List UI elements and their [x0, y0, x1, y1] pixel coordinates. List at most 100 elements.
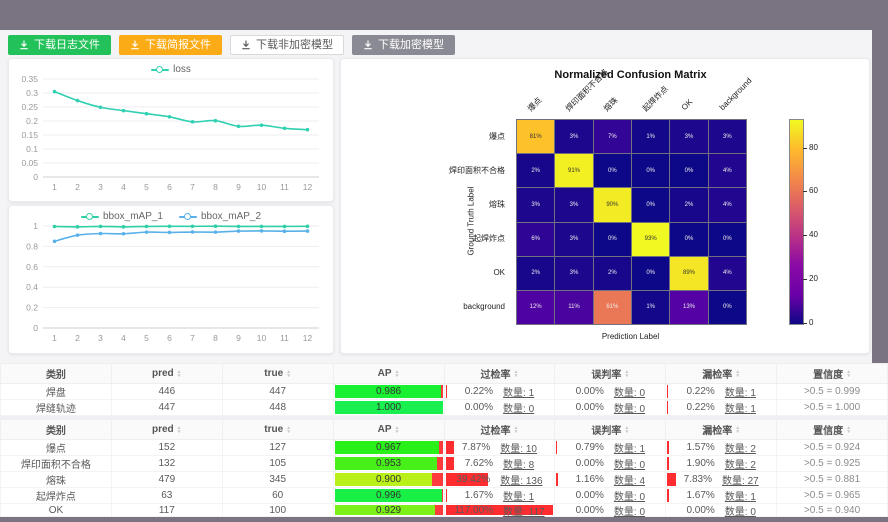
cell-misjudge-rate: 0.00% 数量: 0	[554, 399, 667, 416]
ap-value: 0.900	[376, 474, 402, 485]
sort-icon[interactable]: ▲ ▼	[176, 424, 182, 435]
download-unencrypted-model-button[interactable]: 下载非加密模型	[230, 35, 344, 55]
col-header-true[interactable]: true ▲ ▼	[221, 419, 334, 440]
legend-marker-icon	[80, 212, 99, 221]
confidence-value: >0.5 = 0.925	[803, 458, 861, 469]
sort-icon[interactable]: ▲ ▼	[846, 424, 852, 435]
count-link[interactable]: 数量: 27	[722, 476, 759, 487]
count-link[interactable]: 数量: 1	[613, 444, 646, 455]
data-point	[167, 230, 172, 235]
col-header-过检率[interactable]: 过检率 ▲ ▼	[443, 419, 556, 440]
cell-class: 熔珠	[0, 471, 112, 488]
x-tick-label: 2	[75, 333, 80, 343]
count-link[interactable]: 数量: 1	[503, 388, 535, 399]
count-link[interactable]: 数量: 2	[724, 460, 756, 471]
count-link[interactable]: 数量: 0	[613, 506, 646, 518]
count-link[interactable]: 数量: 0	[613, 404, 646, 415]
count-link[interactable]: 数量: 1	[724, 492, 756, 503]
x-tick-label: 12	[303, 182, 313, 192]
cell-class: 起焊炸点	[0, 487, 112, 504]
col-header-AP[interactable]: AP ▲ ▼	[332, 363, 445, 384]
over-detect-rate-bar	[445, 505, 554, 515]
data-point	[305, 127, 310, 132]
heatmap-grid: 81% 3% 7% 1% 3% 3% 2% 91% 0% 0% 0% 4% 3% 3% 90% 0% 2% 4% 6…	[516, 119, 747, 325]
col-header-置信度[interactable]: 置信度 ▲ ▼	[776, 363, 888, 384]
data-point	[282, 126, 287, 131]
colorbar	[789, 119, 804, 325]
col-header-过检率[interactable]: 过检率 ▲ ▼	[443, 363, 556, 384]
count-link[interactable]: 数量: 1	[724, 388, 756, 399]
colorbar-tick	[803, 191, 807, 193]
data-point	[259, 229, 264, 233]
download-icon	[20, 40, 28, 50]
count-link[interactable]: 数量: 0	[613, 460, 646, 471]
row-label: 熔珠	[489, 199, 505, 209]
button-label: 下载简报文件	[145, 39, 211, 51]
count-link[interactable]: 数量: 0	[724, 506, 756, 518]
rate-value: 0.00%	[575, 458, 604, 469]
sort-icon[interactable]: ▲ ▼	[624, 424, 630, 435]
count-link[interactable]: 数量: 0	[503, 404, 535, 415]
col-header-误判率[interactable]: 误判率 ▲ ▼	[554, 419, 667, 440]
sort-icon[interactable]: ▲ ▼	[176, 368, 182, 379]
count-link[interactable]: 数量: 4	[613, 476, 646, 487]
rate-value: 0.00%	[575, 490, 604, 501]
ap-value: 0.986	[376, 386, 402, 397]
cell-true: 60	[221, 487, 334, 504]
count-link[interactable]: 数量: 117	[503, 506, 545, 518]
column-label: OK	[679, 97, 694, 112]
count-link[interactable]: 数量: 10	[500, 444, 537, 455]
count-link[interactable]: 数量: 1	[724, 404, 756, 415]
col-header-置信度[interactable]: 置信度 ▲ ▼	[776, 419, 888, 440]
y-tick-label: 0.2	[26, 303, 38, 313]
col-header-pred[interactable]: pred ▲ ▼	[110, 419, 223, 440]
x-tick-label: 11	[280, 333, 289, 343]
rate-value: 7.62%	[464, 458, 494, 469]
sort-icon[interactable]: ▲ ▼	[846, 368, 852, 379]
download-encrypted-model-button[interactable]: 下载加密模型	[352, 35, 455, 55]
download-log-button[interactable]: 下载日志文件	[8, 35, 111, 55]
sort-icon[interactable]: ▲ ▼	[286, 424, 292, 435]
count-link[interactable]: 数量: 136	[500, 476, 543, 487]
legend-item-bbox_mAP_2[interactable]: bbox_mAP_2	[179, 211, 261, 222]
sort-icon[interactable]: ▲ ▼	[513, 424, 519, 435]
data-point	[144, 224, 149, 229]
col-header-true[interactable]: true ▲ ▼	[221, 363, 334, 384]
col-header-pred[interactable]: pred ▲ ▼	[110, 363, 223, 384]
y-tick-label: 0.25	[21, 102, 38, 112]
col-header-漏检率[interactable]: 漏检率 ▲ ▼	[665, 419, 778, 440]
y-tick-label: 0.1	[26, 144, 38, 154]
count-link[interactable]: 数量: 1	[503, 492, 535, 503]
cell-misjudge-rate: 0.00% 数量: 0	[554, 503, 667, 518]
sort-icon[interactable]: ▲ ▼	[624, 368, 630, 379]
data-point	[52, 224, 57, 229]
col-header-误判率[interactable]: 误判率 ▲ ▼	[554, 363, 667, 384]
row-label: 焊印面积不合格	[449, 165, 505, 175]
col-header-漏检率[interactable]: 漏检率 ▲ ▼	[665, 363, 778, 384]
cell-ap: 0.929	[332, 503, 445, 517]
count-link[interactable]: 数量: 0	[613, 492, 646, 503]
count-link[interactable]: 数量: 2	[724, 444, 756, 455]
heatmap-cell: 3%	[517, 188, 555, 222]
sort-icon[interactable]: ▲ ▼	[513, 368, 519, 379]
row-label: background	[463, 301, 505, 311]
count-link[interactable]: 数量: 8	[503, 460, 535, 471]
sort-icon[interactable]: ▲ ▼	[394, 368, 400, 379]
legend-item-bbox_mAP_1[interactable]: bbox_mAP_1	[80, 211, 163, 222]
cell-confidence: >0.5 = 0.940	[776, 503, 888, 517]
heatmap-cell: 0%	[708, 222, 746, 256]
sort-icon[interactable]: ▲ ▼	[286, 368, 292, 379]
col-header-AP[interactable]: AP ▲ ▼	[332, 419, 445, 440]
y-tick-label: 0.4	[26, 282, 38, 292]
ap-value: 0.967	[376, 442, 402, 453]
cell-ap: 1.000	[332, 399, 445, 416]
legend-item-loss[interactable]: loss	[151, 64, 191, 75]
sort-icon[interactable]: ▲ ▼	[735, 368, 741, 379]
count-link[interactable]: 数量: 0	[613, 388, 646, 399]
sort-icon[interactable]: ▲ ▼	[394, 424, 400, 435]
cell-ap: 0.996	[332, 487, 445, 504]
cell-ap: 0.986	[332, 383, 445, 400]
download-report-button[interactable]: 下载简报文件	[119, 35, 222, 55]
sort-icon[interactable]: ▲ ▼	[735, 424, 741, 435]
header-label: 过检率	[480, 426, 511, 437]
